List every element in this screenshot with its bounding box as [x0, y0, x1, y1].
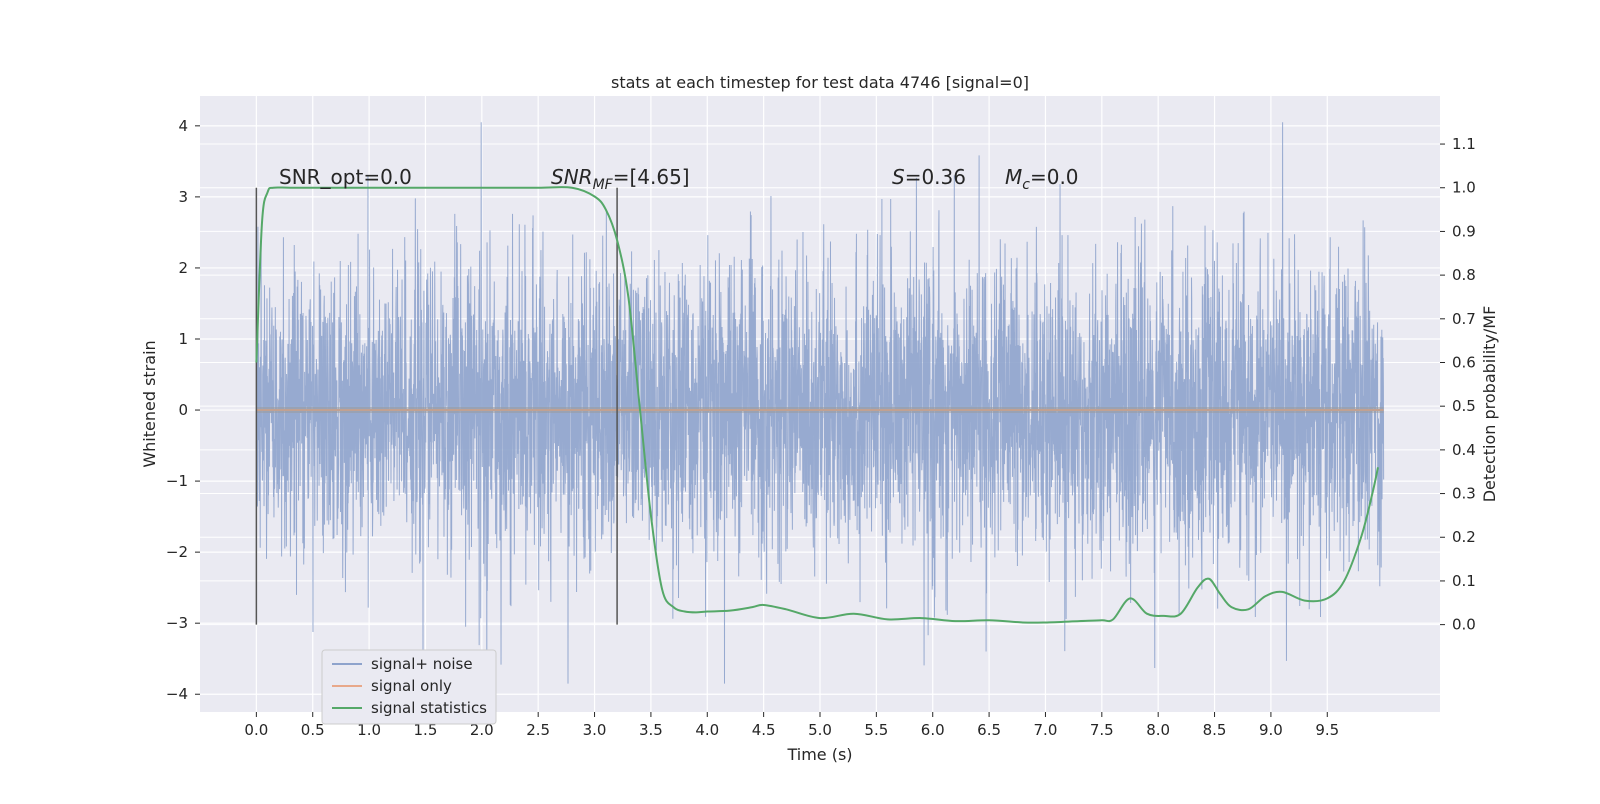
x-tick-label: 5.5	[864, 721, 888, 739]
x-tick-labels: 0.0 0.5 1.0 1.5 2.0 2.5 3.0 3.5 4.0 4.5 5.0 5.5 6.0 6…	[244, 712, 1339, 739]
s-var: S	[892, 165, 905, 189]
y-tick-label: 1	[178, 330, 188, 348]
y-tick-label: 0	[178, 401, 188, 419]
y-right-tick-label: 0.0	[1452, 616, 1476, 634]
snr-mf-value: =[4.65]	[613, 165, 690, 189]
y-right-tick-label: 0.3	[1452, 485, 1476, 503]
x-tick-label: 3.0	[583, 721, 607, 739]
y-tick-label: 2	[178, 259, 188, 277]
y-tick-label: 3	[178, 188, 188, 206]
y-right-tick-label: 0.9	[1452, 222, 1476, 240]
x-tick-label: 1.5	[414, 721, 438, 739]
annotation-mc: Mc=0.0	[1005, 165, 1079, 193]
legend-label-signal-statistics: signal statistics	[371, 699, 487, 717]
y-right-tick-label: 0.6	[1452, 353, 1476, 371]
x-tick-label: 3.5	[639, 721, 663, 739]
x-tick-label: 2.0	[470, 721, 494, 739]
x-tick-label: 6.0	[921, 721, 945, 739]
x-tick-label: 9.0	[1259, 721, 1283, 739]
mc-var: M	[1005, 165, 1022, 189]
signal-noise-line	[255, 122, 1385, 684]
signal-statistics-series	[255, 186, 1379, 624]
y-right-tick-label: 0.5	[1452, 397, 1476, 415]
x-axis-label: Time (s)	[786, 745, 852, 764]
x-tick-label: 8.0	[1146, 721, 1170, 739]
x-tick-label: 6.5	[977, 721, 1001, 739]
y-right-tick-labels: 1.1 1.0 0.9 0.8 0.7 0.6 0.5 0.4 0.3 0.2 0.1 0.0	[1440, 135, 1476, 634]
legend-label-signal-only: signal only	[371, 677, 452, 695]
y-right-axis-label: Detection probability/MF	[1480, 306, 1499, 503]
annotation-snr-mf: SNRMF=[4.65]	[551, 165, 690, 193]
y-tick-label: 4	[178, 117, 188, 135]
x-tick-label: 4.0	[695, 721, 719, 739]
x-tick-label: 7.5	[1090, 721, 1114, 739]
legend-label-signal-noise: signal+ noise	[371, 655, 473, 673]
y-right-tick-label: 1.0	[1452, 179, 1476, 197]
y-right-tick-label: 0.4	[1452, 441, 1476, 459]
annotation-snr-opt: SNR_opt=0.0	[279, 165, 412, 189]
y-tick-label: −4	[166, 685, 188, 703]
y-right-tick-label: 0.8	[1452, 266, 1476, 284]
x-tick-label: 2.5	[526, 721, 550, 739]
x-tick-label: 0.0	[244, 721, 268, 739]
vertical-markers	[255, 187, 618, 625]
signal-statistics-line	[255, 186, 1379, 624]
mc-sub: c	[1022, 177, 1030, 193]
y-axis-label: Whitened strain	[140, 340, 159, 467]
legend: signal+ noise signal only signal statist…	[321, 649, 497, 725]
x-tick-label: 9.5	[1315, 721, 1339, 739]
y-right-tick-label: 1.1	[1452, 135, 1476, 153]
x-tick-label: 1.0	[357, 721, 381, 739]
x-tick-label: 8.5	[1203, 721, 1227, 739]
y-tick-labels: 4 3 2 1 0 −1 −2 −3 −4	[166, 117, 200, 703]
y-right-tick-label: 0.1	[1452, 572, 1476, 590]
x-tick-label: 4.5	[752, 721, 776, 739]
snr-mf-sub: MF	[593, 177, 614, 193]
chart-title: stats at each timestep for test data 474…	[611, 73, 1029, 92]
y-right-tick-label: 0.2	[1452, 528, 1476, 546]
x-tick-label: 7.0	[1034, 721, 1058, 739]
y-tick-label: −3	[166, 614, 188, 632]
y-tick-label: −1	[166, 472, 188, 490]
snr-mf-base: SNR	[551, 165, 593, 189]
y-tick-label: −2	[166, 543, 188, 561]
legend-box	[321, 649, 497, 725]
annotation-s: S=0.36	[892, 165, 966, 189]
y-right-tick-label: 0.7	[1452, 310, 1476, 328]
s-value: =0.36	[905, 165, 966, 189]
x-tick-label: 5.0	[808, 721, 832, 739]
x-tick-label: 0.5	[301, 721, 325, 739]
signal-noise-series	[255, 122, 1385, 684]
mc-value: =0.0	[1030, 165, 1079, 189]
